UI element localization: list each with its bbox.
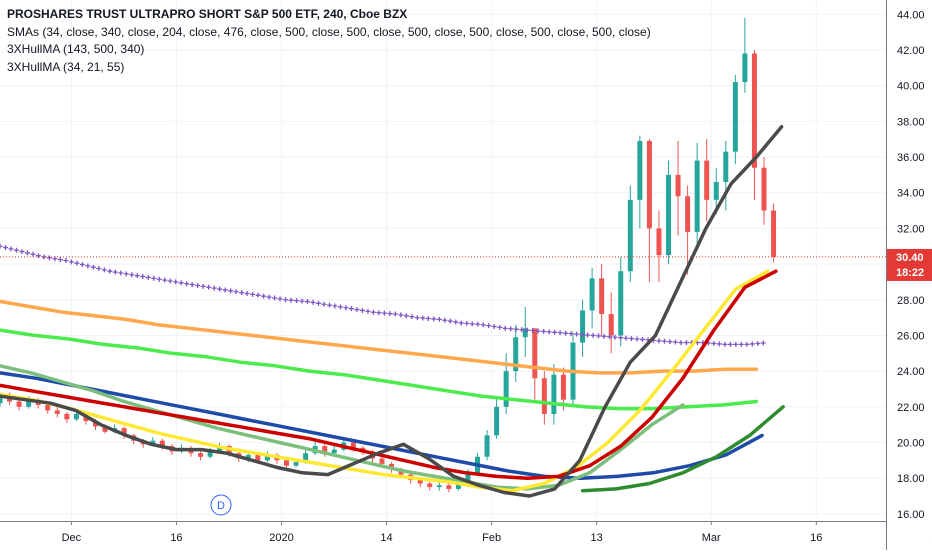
candle-body	[198, 453, 203, 457]
y-tick-label: 18.00	[897, 473, 925, 485]
legend-hullma-1: 3XHullMA (143, 500, 340)	[7, 41, 651, 59]
candle-body	[485, 435, 490, 456]
candle-body	[427, 484, 432, 488]
candle-body	[628, 200, 633, 271]
y-tick-label: 42.00	[897, 45, 925, 57]
x-tick-label: 2020	[269, 532, 293, 544]
dividend-marker-label: D	[217, 500, 225, 512]
candle-body	[532, 328, 537, 378]
candle-body	[733, 82, 738, 152]
x-tick-label: Mar	[702, 532, 721, 544]
candle-body	[637, 141, 642, 200]
candle-body	[714, 182, 719, 200]
candle-body	[542, 378, 547, 414]
candle-body	[580, 310, 585, 342]
y-tick-label: 22.00	[897, 402, 925, 414]
candle-body	[656, 228, 661, 255]
candle-body	[446, 485, 451, 489]
candle-body	[771, 211, 776, 257]
candle-body	[762, 168, 767, 211]
candle-body	[380, 459, 385, 464]
y-tick-label: 20.00	[897, 437, 925, 449]
legend-smas: SMAs (34, close, 340, close, 204, close,…	[7, 24, 651, 42]
price-tag-value: 30.40	[896, 252, 924, 264]
x-tick-label: 16	[810, 532, 822, 544]
candle-body	[723, 152, 728, 182]
y-tick-label: 28.00	[897, 295, 925, 307]
legend-title: PROSHARES TRUST ULTRAPRO SHORT S&P 500 E…	[7, 6, 651, 24]
candle-body	[685, 196, 690, 232]
candle-body	[704, 161, 709, 200]
x-tick-label: 14	[380, 532, 392, 544]
y-tick-label: 40.00	[897, 81, 925, 93]
candle-body	[647, 141, 652, 228]
legend-hullma-2: 3XHullMA (34, 21, 55)	[7, 59, 651, 77]
y-tick-label: 24.00	[897, 366, 925, 378]
candle-body	[55, 410, 60, 414]
candle-body	[561, 375, 566, 400]
candle-body	[742, 54, 747, 83]
candle-body	[752, 54, 757, 168]
y-tick-label: 38.00	[897, 116, 925, 128]
y-tick-label: 44.00	[897, 9, 925, 21]
candle-body	[494, 407, 499, 436]
candle-body	[676, 175, 681, 196]
candle-body	[437, 485, 442, 487]
candle-body	[255, 455, 260, 460]
x-tick-label: 13	[591, 532, 603, 544]
candle-body	[284, 460, 289, 465]
candle-body	[74, 414, 79, 419]
candle-body	[45, 405, 50, 410]
y-tick-label: 34.00	[897, 188, 925, 200]
chart-legend: PROSHARES TRUST ULTRAPRO SHORT S&P 500 E…	[7, 6, 651, 76]
price-tag-time: 18:22	[896, 267, 924, 279]
candle-body	[618, 271, 623, 335]
y-tick-label: 16.00	[897, 509, 925, 521]
candle-body	[666, 175, 671, 255]
candle-body	[695, 161, 700, 232]
candle-body	[332, 450, 337, 454]
y-tick-label: 36.00	[897, 152, 925, 164]
candle-body	[294, 462, 299, 466]
x-tick-label: Feb	[482, 532, 501, 544]
candle-body	[504, 371, 509, 407]
y-tick-label: 32.00	[897, 223, 925, 235]
candle-body	[17, 401, 22, 406]
candle-body	[590, 278, 595, 310]
candle-body	[64, 414, 69, 419]
candle-body	[599, 278, 604, 314]
candle-body	[551, 375, 556, 414]
x-tick-label: Dec	[62, 532, 82, 544]
y-tick-label: 26.00	[897, 330, 925, 342]
candle-body	[609, 314, 614, 335]
x-tick-label: 16	[170, 532, 182, 544]
